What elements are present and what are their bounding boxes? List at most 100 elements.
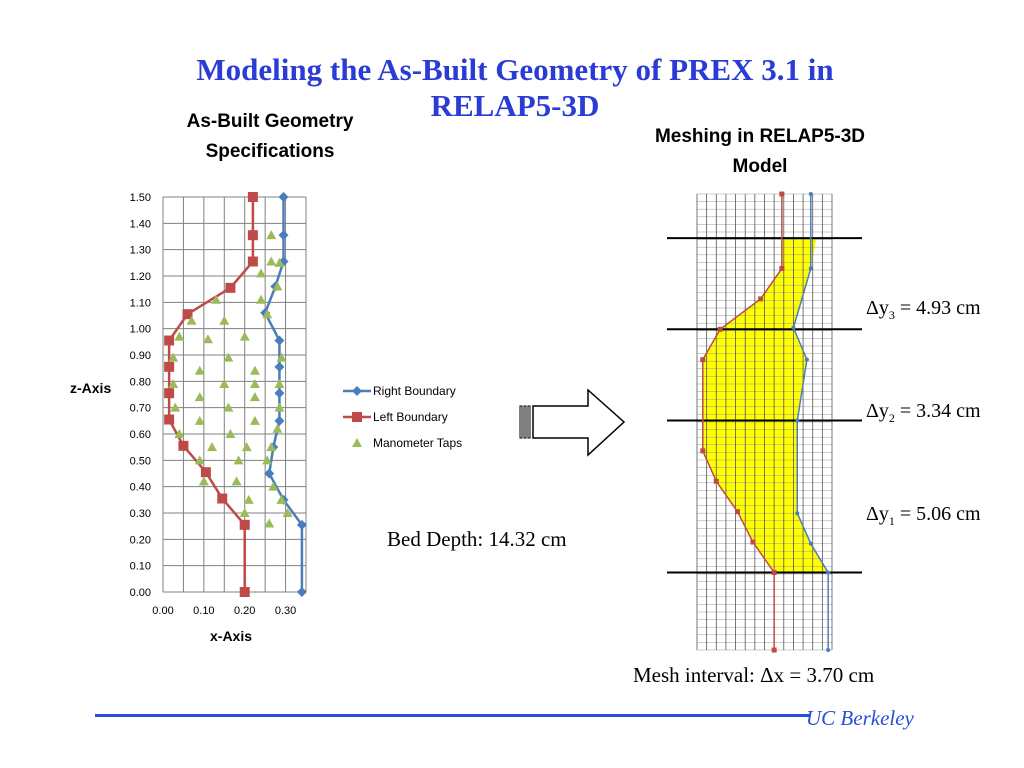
data-point [207,442,218,452]
data-point [296,587,307,597]
y-tick-label: 0.30 [130,508,151,520]
data-point [274,257,285,267]
data-point [282,508,293,517]
delta-y2-label: Δy2 = 3.34 cm [866,400,981,425]
data-point [249,378,260,388]
data-point [256,268,267,278]
mesh-right-point [804,357,809,362]
mesh-left-point [758,296,764,302]
y-tick-label: 1.30 [130,245,151,257]
mesh-left-point [700,448,706,454]
data-point [174,429,185,438]
y-tick-label: 0.00 [130,587,151,599]
arrow-stripe [527,405,531,439]
data-point [264,518,275,528]
data-point [274,388,285,399]
data-point [233,455,244,465]
data-point [200,467,211,478]
legend-manometer-taps: Manometer Taps [373,436,463,450]
y-tick-label: 0.40 [130,482,151,494]
data-point [239,519,250,530]
data-point [264,468,275,479]
data-point [219,378,230,388]
data-point [272,423,283,433]
mesh-right-point [795,418,800,423]
right-arrow [519,388,626,457]
data-point [268,481,279,491]
y-axis-label: z-Axis [70,380,112,396]
data-point [247,230,258,241]
legend-left-boundary: Left Boundary [373,410,448,424]
mesh-right-point [826,648,831,652]
data-point [225,429,236,438]
series-line [167,197,255,592]
data-point [198,476,209,486]
data-point [231,476,242,486]
data-point [223,402,234,412]
bed-depth-label: Bed Depth: 14.32 cm [387,527,567,551]
y-tick-label: 0.70 [130,403,151,415]
data-point [266,442,277,452]
data-point [219,315,230,325]
footer-rule [95,714,810,717]
data-point [247,256,258,267]
data-point [256,294,267,304]
legend-marker-right [352,386,362,396]
mesh-left-point [735,509,740,515]
data-point [266,256,277,266]
left-heading: As-Built Geometry Specifications [186,111,354,162]
y-tick-label: 1.50 [130,192,151,204]
data-point [164,335,175,346]
data-point [262,309,273,319]
x-tick-label: 0.20 [234,605,255,617]
mesh-left-point [713,478,719,484]
legend-marker-manometer [352,438,362,447]
data-point [170,402,181,412]
delta-y1-label: Δy1 = 5.06 cm [866,503,981,528]
data-point [249,392,260,402]
data-point [211,294,222,304]
data-point [164,388,175,399]
arrow-stripe [519,405,523,439]
mesh-fill-region [702,238,829,573]
data-point [296,519,307,530]
data-point [274,361,285,372]
data-point [278,230,289,241]
data-point [274,415,285,426]
data-point [262,455,273,465]
data-point [274,335,285,346]
mesh-right-point [791,325,796,330]
y-tick-label: 0.90 [130,350,151,362]
data-point [194,365,205,375]
data-point [249,365,260,375]
y-tick-label: 1.40 [130,218,151,230]
y-tick-label: 0.50 [130,455,151,467]
footer-text: UC Berkeley [806,706,914,730]
data-point [272,281,283,291]
mesh-left-point [717,326,723,332]
slide-title: Modeling the As-Built Geometry of PREX 3… [196,52,834,123]
series-right-boundary [260,192,307,597]
data-point [194,415,205,425]
mesh-left-point [779,265,785,271]
data-point [239,508,250,517]
series-left-boundary [164,192,258,597]
right-heading: Meshing in RELAP5-3D Model [654,126,866,177]
y-tick-label: 0.10 [130,561,151,573]
data-point [274,378,285,388]
mesh-figure [667,191,862,653]
data-point [239,331,250,341]
data-point [223,352,234,362]
data-point [186,315,197,325]
x-tick-label: 0.30 [275,605,296,617]
arrow-body [532,388,626,457]
data-point [274,402,285,412]
mesh-left-point [700,357,706,363]
x-tick-label: 0.00 [152,605,173,617]
data-point [241,442,252,452]
data-point [243,494,254,504]
y-tick-label: 0.80 [130,376,151,388]
data-point [225,282,236,293]
data-point [178,440,189,451]
